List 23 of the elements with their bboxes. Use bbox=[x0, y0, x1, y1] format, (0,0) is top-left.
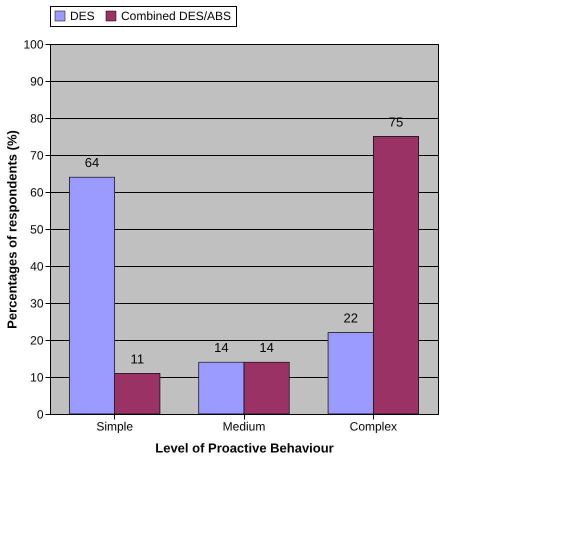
y-axis-title: Percentages of respondents (%) bbox=[4, 130, 20, 329]
x-tick-label: Medium bbox=[222, 420, 266, 434]
y-tick-label: 20 bbox=[30, 334, 44, 348]
x-tick-label: Simple bbox=[96, 420, 134, 434]
legend-label: Combined DES/ABS bbox=[121, 9, 232, 23]
data-label: 64 bbox=[84, 155, 100, 170]
y-tick-label: 50 bbox=[30, 222, 44, 236]
data-label: 14 bbox=[259, 340, 274, 356]
y-tick-label: 40 bbox=[30, 260, 44, 274]
y-tick-label: 90 bbox=[30, 74, 44, 88]
y-tick-label: 30 bbox=[30, 296, 44, 310]
data-label: 14 bbox=[214, 340, 229, 356]
y-tick-label: 100 bbox=[23, 38, 44, 52]
data-label: 22 bbox=[343, 310, 358, 326]
y-tick-label: 70 bbox=[30, 148, 44, 162]
x-tick-label: Complex bbox=[350, 420, 398, 434]
y-tick-label: 60 bbox=[30, 186, 44, 200]
x-axis-title: Level of Proactive Behaviour bbox=[155, 440, 334, 456]
legend-label: DES bbox=[70, 9, 95, 23]
data-label: 11 bbox=[130, 351, 144, 366]
y-tick-label: 0 bbox=[36, 408, 44, 422]
y-tick-label: 10 bbox=[30, 370, 44, 384]
y-tick-label: 80 bbox=[30, 112, 44, 126]
